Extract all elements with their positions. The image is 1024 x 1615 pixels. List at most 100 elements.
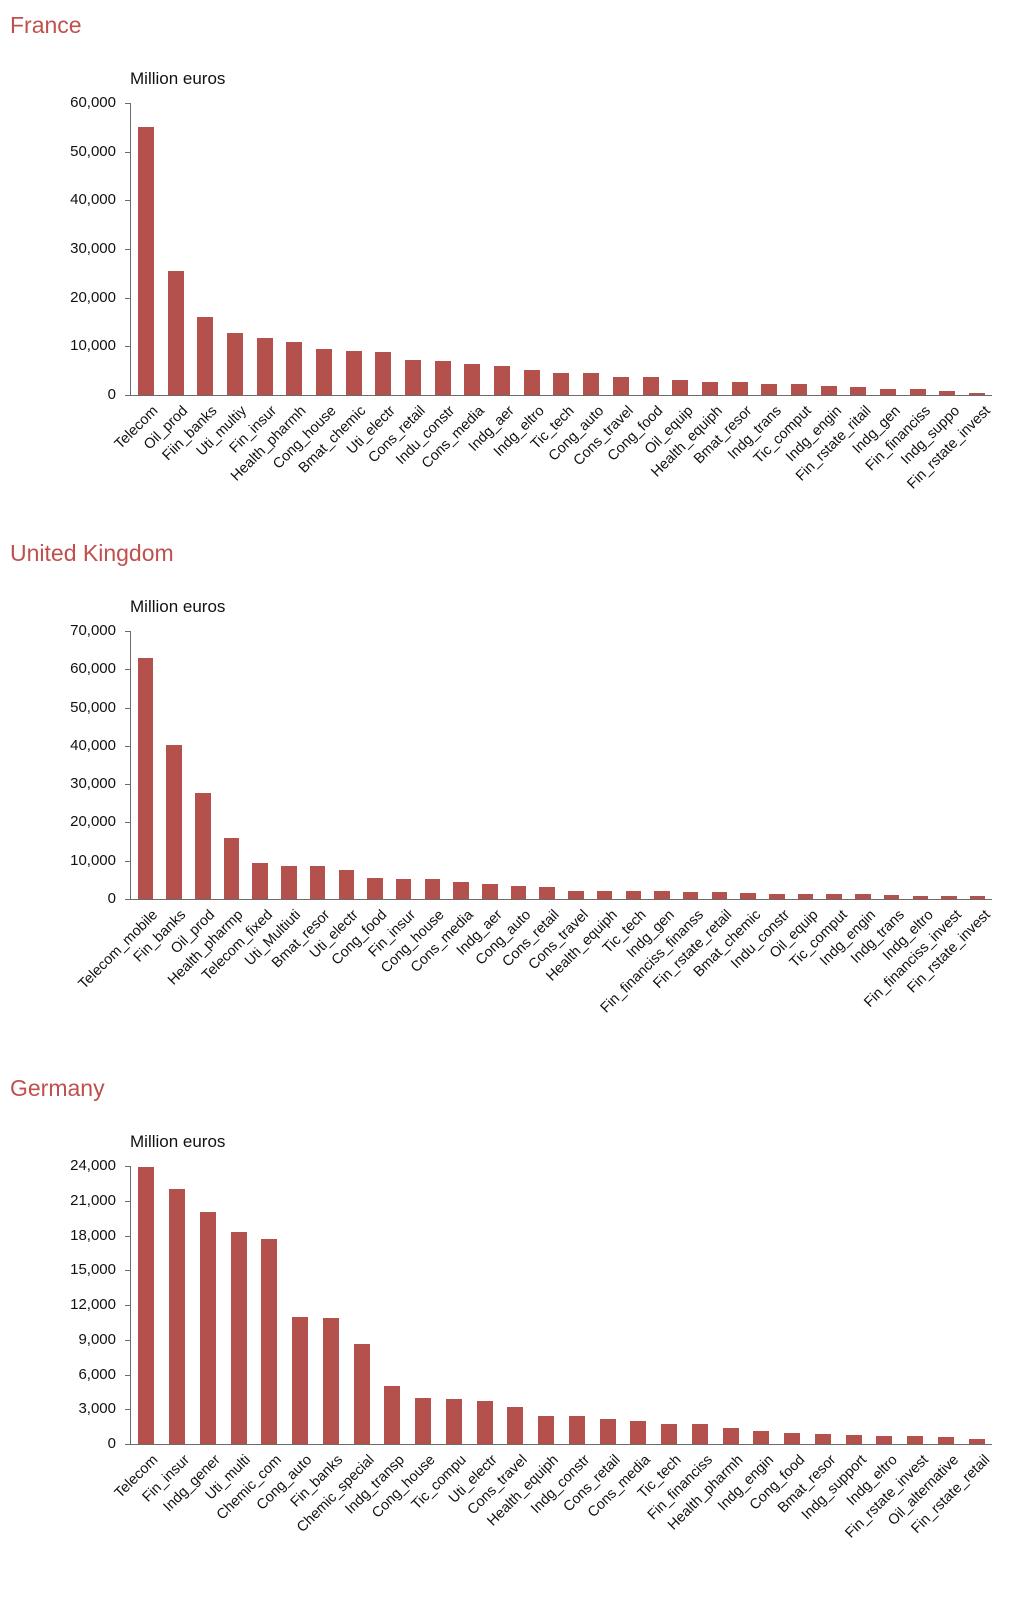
- bar-Cons_travel: [507, 1406, 524, 1444]
- bar-slot: [877, 631, 906, 899]
- bar-slot: [162, 1166, 193, 1444]
- bar-Indg_eltro: [523, 370, 540, 395]
- bar-slot: [447, 631, 476, 899]
- bar-Tic_compu: [445, 1398, 462, 1444]
- bar-slot: [475, 631, 504, 899]
- bar-slot: [547, 103, 577, 395]
- bar-slot: [705, 631, 734, 899]
- y-tick-label: 0: [107, 386, 116, 403]
- bar-slot: [665, 103, 695, 395]
- bar-slot: [636, 103, 666, 395]
- bar-slot: [487, 103, 517, 395]
- bar-slot: [332, 631, 361, 899]
- bar-slot: [439, 1166, 470, 1444]
- bar-slot: [458, 103, 488, 395]
- y-tick-mark: [125, 1305, 131, 1306]
- y-tick-mark: [125, 1166, 131, 1167]
- bar-slot: [250, 103, 280, 395]
- bar-slot: [820, 631, 849, 899]
- chart-united-kingdom: United Kingdom Million euros 0 10,000 20,0…: [8, 540, 1024, 1045]
- bar-Fin_rstate_retail: [968, 1439, 985, 1444]
- y-axis-title-united-kingdom: Million euros: [130, 597, 226, 616]
- bar-Cong_house: [415, 1397, 432, 1444]
- bar-Cons_media: [464, 363, 481, 395]
- bar-slot: [590, 631, 619, 899]
- bar-Telecom_fixed: [252, 863, 268, 899]
- y-tick-mark: [125, 395, 131, 396]
- x-slot: Fin_rstate_retail: [908, 1445, 993, 1575]
- y-tick-label: 24,000: [70, 1157, 116, 1174]
- bar-slot: [933, 103, 963, 395]
- bar-Indg_constr: [568, 1416, 585, 1444]
- x-slot: Telecom_fixed: [199, 900, 276, 1045]
- bar-slot: [961, 1166, 992, 1444]
- y-tick-label: 20,000: [70, 288, 116, 306]
- bar-Cong_food: [784, 1433, 801, 1444]
- bar-slot: [762, 631, 791, 899]
- x-slot: Bmat_chemic: [691, 900, 764, 1045]
- y-tick-label: 60,000: [70, 660, 116, 678]
- bar-Oil_prod: [195, 792, 211, 899]
- y-tick-label: 40,000: [70, 736, 116, 754]
- bar-Indg_eltro: [912, 895, 929, 899]
- bar-slot: [715, 1166, 746, 1444]
- bar-Cong_auto: [510, 885, 527, 899]
- bar-slot: [316, 1166, 347, 1444]
- bar-Bmat_chemic: [345, 350, 362, 395]
- bar-Fin_rstate_invest: [969, 393, 986, 395]
- bar-slot: [576, 103, 606, 395]
- bar-slot: [784, 103, 814, 395]
- bar-Fin_financiss: [909, 389, 926, 395]
- y-tick-label: 0: [107, 890, 116, 907]
- bar-slot: [619, 631, 648, 899]
- y-tick-label: 40,000: [70, 191, 116, 209]
- bar-slot: [504, 631, 533, 899]
- bar-Health_equiph: [538, 1416, 555, 1444]
- x-slot: Cons_media: [408, 900, 477, 1045]
- y-tick-label: 60,000: [70, 94, 116, 111]
- x-slot: Indg_engin: [817, 900, 879, 1045]
- bar-slot: [592, 1166, 623, 1444]
- bar-Telecom: [137, 127, 154, 395]
- y-tick-label: 50,000: [70, 698, 116, 716]
- bar-Uti_multiy: [226, 333, 243, 395]
- y-tick-label: 30,000: [70, 240, 116, 257]
- bar-Telecom_mobile: [137, 657, 154, 899]
- y-tick-mark: [125, 784, 131, 786]
- bar-slot: [188, 631, 217, 899]
- bar-Cong_food: [367, 877, 383, 899]
- bar-Cons_retail: [599, 1418, 616, 1444]
- y-axis-title-germany: Million euros: [130, 1132, 226, 1151]
- bar-slot: [303, 631, 332, 899]
- bar-Indg_gen: [654, 891, 670, 899]
- x-slot: Cong_food: [329, 900, 390, 1045]
- bar-Fin_banks: [322, 1317, 339, 1444]
- bar-slot: [935, 631, 964, 899]
- y-tick-label: 6,000: [78, 1365, 116, 1383]
- y-tick-mark: [125, 103, 131, 104]
- bar-Health_pharmh: [722, 1427, 739, 1444]
- bar-Fin_financiss: [691, 1424, 708, 1444]
- y-tick-mark: [125, 669, 131, 671]
- y-tick-mark: [125, 822, 131, 824]
- y-tick-label: 10,000: [70, 851, 116, 869]
- bar-Fin_banks: [166, 744, 182, 899]
- bar-slot: [746, 1166, 777, 1444]
- bar-Cong_auto: [292, 1316, 309, 1444]
- bar-Indu_constr: [434, 360, 451, 395]
- bar-Telecom: [138, 1167, 155, 1444]
- bar-slot: [161, 103, 191, 395]
- bar-Cons_travel: [612, 377, 629, 395]
- bar-slot: [606, 103, 636, 395]
- bar-slot: [906, 631, 935, 899]
- bar-slot: [777, 1166, 808, 1444]
- bar-Bmat_resor: [814, 1433, 831, 1444]
- x-slot: Fin_rstate_invest: [905, 900, 994, 1045]
- bar-slot: [838, 1166, 869, 1444]
- chart-france: France Million euros 0 10,000 20,000 30,000…: [8, 12, 1024, 510]
- y-tick-mark: [125, 200, 131, 202]
- bar-slot: [131, 1166, 162, 1444]
- bar-slot: [223, 1166, 254, 1444]
- x-axis-united-kingdom: Telecom_mobile Fin_banks Oil_prod Health_ph…: [75, 900, 994, 1045]
- x-slot: Telecom: [112, 396, 161, 510]
